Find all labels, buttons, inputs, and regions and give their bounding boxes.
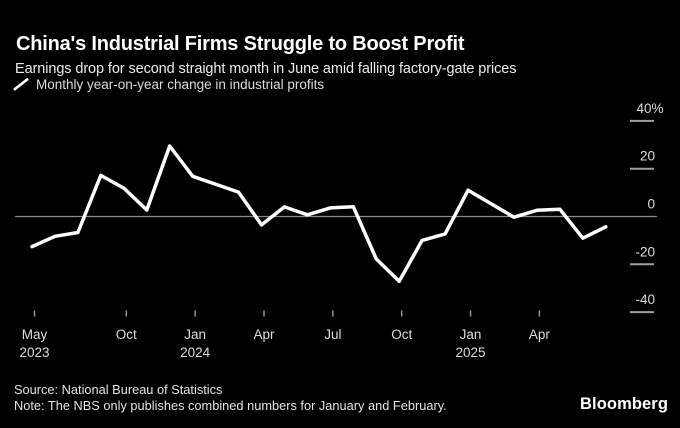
bloomberg-logo: Bloomberg — [580, 395, 668, 413]
x-axis-month-label: Jan — [460, 327, 482, 342]
y-axis-label: -20 — [635, 244, 655, 259]
note-text: Note: The NBS only publishes combined nu… — [14, 398, 447, 413]
profit-line-series — [30, 144, 608, 284]
x-axis-month-label: Jul — [324, 327, 341, 342]
source-text: Source: National Bureau of Statistics — [14, 382, 223, 397]
x-axis-month-label: Jan — [184, 327, 206, 342]
x-axis-year-label: 2023 — [19, 345, 49, 360]
legend-label: Monthly year-on-year change in industria… — [36, 77, 325, 92]
x-axis-month-label: Oct — [391, 327, 412, 342]
x-axis-month-label: Apr — [529, 327, 551, 342]
y-axis-label: -40 — [635, 292, 655, 307]
y-axis-label: 40% — [636, 101, 663, 116]
legend: Monthly year-on-year change in industria… — [13, 77, 324, 92]
y-axis-label: 0 — [647, 197, 655, 212]
x-axis-month-label: May — [22, 327, 48, 342]
x-axis-month-label: Apr — [253, 327, 275, 342]
x-axis-month-label: Oct — [116, 327, 137, 342]
chart-subtitle: Earnings drop for second straight month … — [15, 60, 517, 77]
line-series-marker-icon — [13, 78, 29, 91]
chart-title: China's Industrial Firms Struggle to Boo… — [16, 33, 465, 56]
x-axis-year-label: 2024 — [180, 345, 211, 360]
y-axis-label: 20 — [640, 149, 655, 164]
x-axis-year-label: 2025 — [456, 345, 486, 360]
